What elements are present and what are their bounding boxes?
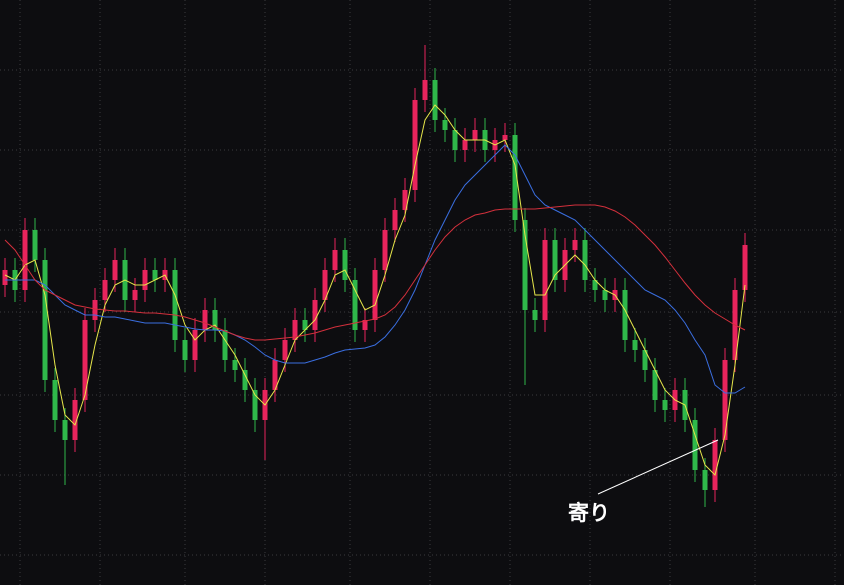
candle-body	[412, 100, 418, 190]
candle-body	[522, 220, 528, 310]
candle-body	[392, 210, 398, 230]
candle-body	[72, 400, 78, 440]
candle-body	[172, 270, 178, 340]
candle-body	[462, 140, 468, 150]
candle-body	[202, 310, 208, 330]
candle-body	[362, 320, 368, 330]
candle-body	[432, 80, 438, 120]
moving-average	[5, 144, 746, 394]
candle-body	[212, 310, 218, 330]
candle-body	[622, 290, 628, 340]
annotation: 寄り	[568, 501, 610, 525]
candle-body	[252, 390, 258, 420]
candle-body	[382, 230, 388, 270]
candle-body	[472, 130, 478, 140]
candle-body	[722, 360, 728, 440]
candle-body	[642, 350, 648, 370]
candle-body	[602, 290, 608, 300]
candle-body	[322, 270, 328, 300]
candle-body	[342, 250, 348, 280]
candle-body	[632, 340, 638, 350]
candle-body	[232, 360, 238, 370]
candle-body	[532, 310, 538, 320]
annotation-line	[597, 439, 719, 495]
candle-body	[302, 320, 308, 330]
candle-body	[222, 330, 228, 360]
plot	[2, 45, 748, 507]
candle-body	[442, 120, 448, 130]
candle-body	[552, 240, 558, 280]
candle-body	[452, 130, 458, 150]
candle-body	[82, 320, 88, 400]
moving-average	[4, 104, 746, 476]
candle-body	[242, 370, 248, 390]
candle-body	[372, 270, 378, 320]
candle-body	[102, 280, 108, 300]
candle-body	[662, 400, 668, 410]
candle-body	[542, 240, 548, 320]
candle-body	[92, 300, 98, 320]
candle-body	[352, 280, 358, 330]
candle-body	[22, 230, 28, 290]
candle-body	[192, 330, 198, 360]
candle-body	[422, 80, 428, 100]
candle-body	[132, 290, 138, 300]
candle-body	[62, 420, 68, 440]
candle-body	[42, 260, 48, 380]
candle-body	[332, 250, 338, 270]
candle-body	[182, 340, 188, 360]
candle-body	[32, 230, 38, 260]
candle-body	[112, 260, 118, 280]
moving-average	[4, 204, 746, 341]
candle-body	[712, 440, 718, 490]
candle-body	[502, 135, 508, 140]
candle-body	[312, 300, 318, 330]
candle-body	[702, 470, 708, 490]
candle-body	[592, 280, 598, 290]
candle-body	[2, 270, 8, 285]
candle-body	[692, 420, 698, 470]
candle-body	[142, 270, 148, 290]
candle-body	[52, 380, 58, 420]
candle-body	[272, 360, 278, 390]
candle-body	[402, 190, 408, 210]
candle-body	[512, 135, 518, 220]
candle-body	[572, 240, 578, 250]
candle-body	[292, 320, 298, 340]
candle-body	[652, 370, 658, 400]
candle-body	[742, 245, 748, 290]
candle-body	[152, 270, 158, 280]
candle-body	[282, 340, 288, 360]
candle-body	[582, 240, 588, 280]
